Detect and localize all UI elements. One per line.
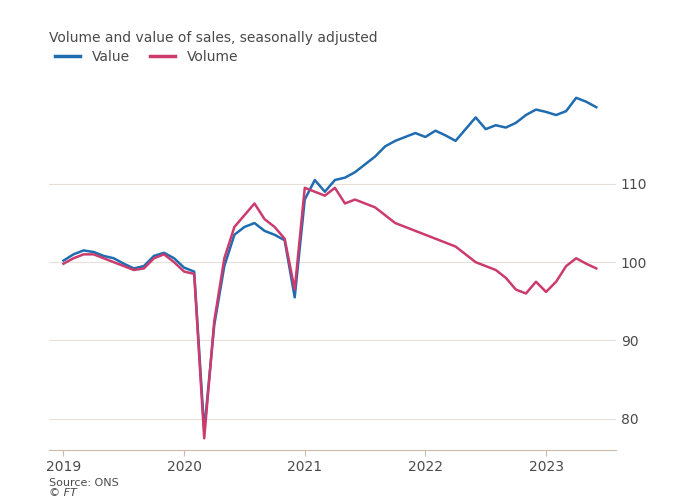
Text: Source: ONS: Source: ONS (49, 478, 119, 488)
Text: © FT: © FT (49, 488, 77, 498)
Legend: Value, Volume: Value, Volume (55, 50, 238, 64)
Text: Volume and value of sales, seasonally adjusted: Volume and value of sales, seasonally ad… (49, 31, 377, 45)
